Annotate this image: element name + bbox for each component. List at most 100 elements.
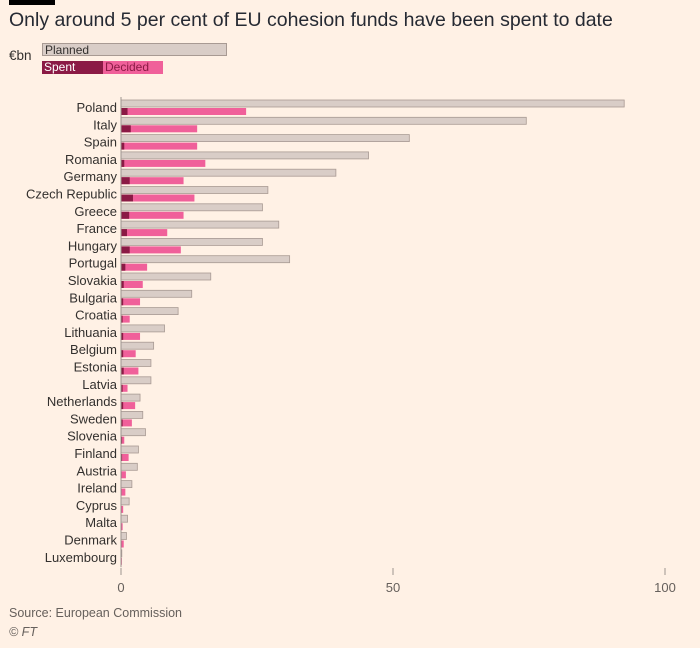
planned-bar-finland bbox=[120, 445, 139, 454]
planned-bar-lithuania bbox=[120, 324, 165, 333]
spent-bar-romania bbox=[121, 159, 125, 167]
decided-bar-spain bbox=[121, 142, 198, 150]
decided-bar-lithuania bbox=[121, 332, 141, 340]
decided-bar-latvia bbox=[121, 384, 128, 392]
decided-bar-bulgaria bbox=[121, 298, 141, 306]
planned-bar-estonia bbox=[120, 359, 152, 367]
decided-bar-slovakia bbox=[121, 281, 143, 288]
planned-bar-romania bbox=[120, 151, 369, 160]
legend-spent: Spent bbox=[42, 61, 103, 74]
category-label-romania: Romania bbox=[65, 152, 118, 167]
planned-bar-sweden bbox=[120, 410, 144, 419]
x-tick-label-100: 100 bbox=[654, 580, 676, 595]
category-label-italy: Italy bbox=[93, 117, 117, 132]
category-label-slovakia: Slovakia bbox=[68, 273, 118, 288]
planned-bar-greece bbox=[120, 203, 263, 212]
spent-bar-estonia bbox=[121, 367, 124, 375]
spent-bar-bulgaria bbox=[121, 298, 124, 306]
decided-bar-croatia bbox=[121, 315, 130, 323]
spent-bar-finland bbox=[121, 454, 123, 461]
category-label-france: France bbox=[77, 221, 117, 236]
spent-bar-france bbox=[121, 229, 127, 237]
decided-bar-cyprus bbox=[121, 505, 124, 513]
spent-bar-italy bbox=[121, 125, 131, 133]
spent-bar-slovakia bbox=[121, 281, 124, 288]
credit-note: © FT bbox=[9, 625, 37, 639]
planned-bar-belgium bbox=[120, 341, 155, 350]
planned-bar-latvia bbox=[120, 376, 152, 385]
category-label-latvia: Latvia bbox=[82, 377, 117, 392]
planned-bar-poland bbox=[120, 99, 625, 108]
category-label-estonia: Estonia bbox=[74, 360, 118, 375]
decided-bar-poland bbox=[121, 108, 247, 115]
source-note: Source: European Commission bbox=[9, 606, 182, 620]
decided-bar-romania bbox=[121, 159, 206, 167]
category-label-lithuania: Lithuania bbox=[64, 325, 118, 340]
category-label-croatia: Croatia bbox=[75, 308, 118, 323]
planned-bar-italy bbox=[120, 116, 527, 125]
planned-bar-spain bbox=[120, 134, 410, 143]
x-tick-label-50: 50 bbox=[386, 580, 400, 595]
category-label-bulgaria: Bulgaria bbox=[69, 290, 117, 305]
spent-bar-slovenia bbox=[121, 436, 123, 444]
decided-bar-estonia bbox=[121, 367, 139, 375]
planned-bar-hungary bbox=[120, 237, 263, 246]
decided-bar-ireland bbox=[121, 488, 126, 496]
x-tick-label-0: 0 bbox=[117, 580, 124, 595]
planned-bar-slovakia bbox=[120, 272, 212, 281]
spent-bar-portugal bbox=[121, 263, 126, 271]
spent-bar-greece bbox=[121, 211, 130, 219]
decided-bar-germany bbox=[121, 177, 184, 185]
ft-brand-bar bbox=[9, 0, 55, 5]
spent-bar-netherlands bbox=[121, 402, 124, 410]
category-label-luxembourg: Luxembourg bbox=[45, 550, 117, 565]
category-label-portugal: Portugal bbox=[69, 256, 118, 271]
spent-bar-lithuania bbox=[121, 332, 124, 340]
spent-bar-latvia bbox=[121, 384, 123, 392]
category-label-germany: Germany bbox=[64, 169, 118, 184]
planned-bar-croatia bbox=[120, 307, 179, 316]
category-label-austria: Austria bbox=[77, 463, 118, 478]
category-label-poland: Poland bbox=[77, 100, 117, 115]
bar-chart: Poland Italy Spain Romania Germany Czech Repu… bbox=[26, 97, 676, 595]
decided-bar-hungary bbox=[121, 246, 181, 254]
planned-bar-austria bbox=[120, 462, 138, 471]
decided-bar-belgium bbox=[121, 350, 136, 358]
decided-bar-malta bbox=[121, 523, 123, 531]
decided-bar-portugal bbox=[121, 263, 148, 271]
decided-bar-greece bbox=[121, 211, 184, 219]
planned-bar-denmark bbox=[120, 532, 127, 540]
spent-bar-poland bbox=[121, 108, 128, 115]
category-label-sweden: Sweden bbox=[70, 411, 117, 426]
category-label-ireland: Ireland bbox=[77, 481, 117, 496]
category-label-belgium: Belgium bbox=[70, 342, 117, 357]
chart-title: Only around 5 per cent of EU cohesion fu… bbox=[9, 9, 613, 31]
spent-bar-czech-republic bbox=[121, 194, 133, 202]
category-label-spain: Spain bbox=[84, 135, 117, 150]
category-label-czech-republic: Czech Republic bbox=[26, 187, 118, 202]
category-label-slovenia: Slovenia bbox=[67, 429, 118, 444]
planned-bar-netherlands bbox=[120, 393, 141, 402]
decided-bar-denmark bbox=[121, 540, 124, 548]
category-label-greece: Greece bbox=[74, 204, 117, 219]
planned-bar-portugal bbox=[120, 255, 291, 264]
spent-bar-spain bbox=[121, 142, 125, 150]
spent-bar-hungary bbox=[121, 246, 130, 254]
spent-bar-germany bbox=[121, 177, 130, 185]
planned-bar-germany bbox=[120, 168, 337, 177]
planned-bar-czech-republic bbox=[120, 186, 269, 194]
category-label-malta: Malta bbox=[85, 515, 118, 530]
decided-bar-austria bbox=[121, 471, 126, 479]
planned-bar-france bbox=[120, 220, 280, 229]
category-label-hungary: Hungary bbox=[68, 238, 118, 253]
decided-bar-france bbox=[121, 229, 168, 237]
spent-bar-croatia bbox=[121, 315, 123, 323]
category-label-denmark: Denmark bbox=[64, 533, 117, 548]
unit-label: €bn bbox=[9, 48, 32, 63]
decided-bar-netherlands bbox=[121, 402, 136, 410]
legend-planned: Planned bbox=[42, 43, 227, 56]
decided-bar-sweden bbox=[121, 419, 132, 427]
category-label-netherlands: Netherlands bbox=[47, 394, 118, 409]
category-label-cyprus: Cyprus bbox=[76, 498, 118, 513]
planned-bar-bulgaria bbox=[120, 289, 193, 298]
